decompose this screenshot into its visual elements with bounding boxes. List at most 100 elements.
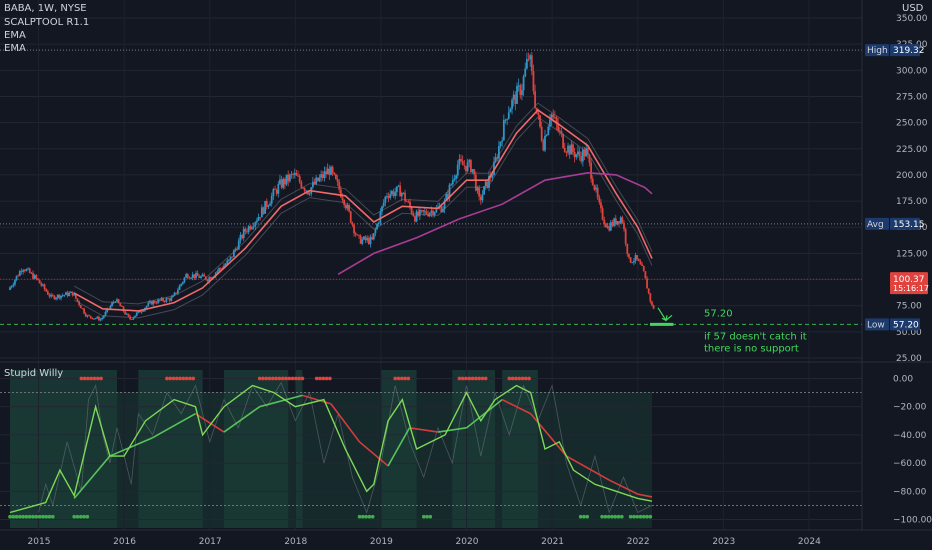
- candle-body: [613, 218, 616, 226]
- candle-body: [193, 274, 196, 278]
- candle-body: [591, 178, 594, 186]
- osc-top-signal: [396, 376, 401, 381]
- candle-body: [259, 217, 262, 218]
- candle-body: [290, 173, 293, 175]
- osc-top-signal: [86, 376, 90, 381]
- oscillator-title[interactable]: Stupid Willy: [4, 368, 64, 379]
- candle-body: [191, 274, 194, 278]
- candle-body: [405, 201, 408, 202]
- currency-label: USD: [902, 3, 924, 14]
- candle-body: [435, 207, 438, 213]
- osc-top-signal: [477, 376, 481, 381]
- candle-body: [506, 118, 509, 120]
- candle-body: [465, 165, 467, 172]
- candle-body: [226, 260, 229, 264]
- candle-body: [195, 272, 197, 278]
- candle-body: [642, 266, 645, 272]
- candle-body: [463, 165, 466, 166]
- osc-bottom-signal: [603, 514, 608, 519]
- candle-body: [479, 196, 482, 201]
- ref-tag-value-bg: [890, 44, 920, 57]
- candle-body: [14, 279, 16, 285]
- candle-body: [611, 222, 614, 226]
- candle-body: [338, 181, 341, 190]
- candle-body: [629, 257, 632, 263]
- candle-body: [626, 243, 629, 254]
- osc-top-signal: [178, 376, 182, 381]
- reference-lines: [0, 49, 862, 325]
- candle-body: [50, 294, 53, 297]
- symbol-title[interactable]: BABA, 1W, NYSE: [4, 3, 87, 14]
- ref-tag-value: 153.15: [893, 220, 925, 230]
- candle-body: [190, 277, 192, 279]
- osc-slow-segment: [223, 406, 261, 433]
- candle-body: [60, 295, 62, 299]
- candle-body: [649, 293, 652, 302]
- candle-body: [198, 276, 201, 279]
- osc-top-signal: [294, 376, 298, 381]
- indicator-ema-1[interactable]: EMA: [4, 30, 26, 41]
- candle-body: [35, 275, 38, 279]
- osc-slow-segment: [152, 413, 196, 439]
- candle-body: [652, 305, 655, 309]
- price-tick-label: 200.00: [896, 171, 928, 181]
- candle-body: [624, 229, 627, 244]
- osc-bottom-signal: [428, 514, 433, 519]
- candle-body: [297, 175, 299, 177]
- candle-body: [400, 192, 403, 197]
- last-price-value: 100.37: [893, 275, 925, 285]
- candle-body: [279, 179, 281, 184]
- osc-bottom-signal: [78, 514, 83, 519]
- last-price-tag-bg: [890, 272, 928, 295]
- osc-top-signal: [464, 376, 468, 381]
- candle-body: [196, 272, 199, 277]
- candle-body: [451, 179, 454, 185]
- candle-body: [249, 226, 252, 230]
- candle-body: [185, 274, 188, 278]
- time-tick-label: 2023: [712, 537, 735, 547]
- candle-body: [331, 166, 334, 173]
- candle-body: [282, 178, 285, 188]
- osc-slow-segment: [530, 413, 568, 457]
- candle-body: [555, 117, 558, 124]
- candle-body: [593, 185, 596, 190]
- candle-body: [351, 222, 354, 225]
- candle-body: [651, 301, 653, 306]
- indicator-scalptool[interactable]: SCALPTOOL R1.1: [4, 17, 90, 28]
- osc-top-signal: [460, 376, 465, 381]
- candle-body: [575, 154, 578, 158]
- indicator-ema-2[interactable]: EMA: [4, 43, 26, 54]
- osc-bottom-signal: [585, 514, 590, 519]
- candle-body: [639, 261, 642, 265]
- candle-body: [432, 210, 434, 216]
- osc-bottom-signal: [82, 514, 86, 519]
- osc-bottom-signal: [85, 514, 90, 519]
- candle-body: [37, 278, 39, 280]
- osc-bottom-signal: [34, 514, 39, 519]
- candle-body: [616, 221, 619, 225]
- candle-body: [354, 233, 357, 235]
- candle-body: [598, 197, 601, 203]
- candle-body: [460, 158, 462, 161]
- candle-body: [568, 145, 571, 155]
- ref-tag-value-bg: [890, 318, 920, 331]
- candle-body: [601, 208, 604, 220]
- support-arrowhead: [661, 315, 668, 322]
- candle-body: [97, 316, 100, 321]
- candle-body: [339, 189, 342, 198]
- osc-bottom-signal: [578, 514, 583, 519]
- candle-body: [86, 315, 89, 317]
- candle-body: [493, 161, 495, 176]
- candle-body: [417, 211, 420, 216]
- candle-body: [275, 189, 278, 194]
- candle-body: [418, 209, 421, 216]
- candle-body: [231, 256, 234, 258]
- candle-body: [474, 174, 477, 191]
- candle-body: [456, 164, 459, 176]
- candle-body: [560, 131, 563, 134]
- candle-body: [158, 299, 161, 301]
- candle-body: [323, 171, 326, 178]
- osc-slow-segment: [437, 427, 467, 433]
- candle-body: [292, 173, 295, 175]
